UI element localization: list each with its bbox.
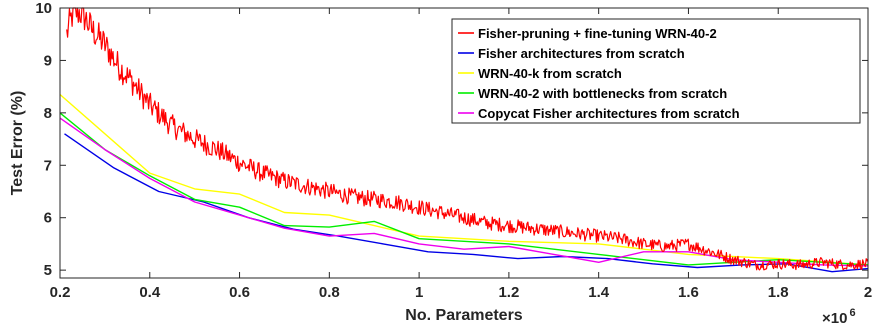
x-tick-label: 0.4 xyxy=(139,284,161,301)
x-axis-multiplier: ×10 6 xyxy=(822,307,856,326)
y-tick-label: 10 xyxy=(35,0,52,17)
legend-label: Copycat Fisher architectures from scratc… xyxy=(478,106,740,121)
x-tick-label: 0.2 xyxy=(50,284,71,301)
x-tick-label: 1.8 xyxy=(768,284,789,301)
y-tick-label: 9 xyxy=(44,52,52,69)
x-axis-multiplier-exponent: 6 xyxy=(849,307,855,319)
x-tick-label: 1.6 xyxy=(678,284,699,301)
x-ticks: 0.2 0.4 0.6 0.8 1 1.2 1.4 1.6 1.8 2 xyxy=(50,8,872,301)
y-ticks: 5 6 7 8 9 10 xyxy=(35,0,868,279)
legend-label: Fisher-pruning + fine-tuning WRN-40-2 xyxy=(478,26,717,41)
y-tick-label: 7 xyxy=(44,157,52,174)
x-tick-label: 2 xyxy=(864,284,872,301)
legend-label: WRN-40-2 with bottlenecks from scratch xyxy=(478,86,727,101)
legend: Fisher-pruning + fine-tuning WRN-40-2 Fis… xyxy=(451,18,861,124)
y-axis-label: Test Error (%) xyxy=(9,91,26,196)
series-line-3 xyxy=(59,93,869,266)
y-tick-label: 8 xyxy=(44,105,52,122)
plot-frame xyxy=(59,7,869,279)
series-line-1 xyxy=(66,7,869,271)
x-tick-label: 1 xyxy=(415,284,423,301)
y-tick-label: 5 xyxy=(44,262,52,279)
x-tick-label: 1.2 xyxy=(498,284,519,301)
x-tick-label: 0.6 xyxy=(229,284,250,301)
x-tick-label: 0.8 xyxy=(319,284,340,301)
legend-box xyxy=(451,18,861,124)
x-axis-multiplier-base: ×10 xyxy=(822,310,847,326)
x-tick-label: 1.4 xyxy=(588,284,610,301)
legend-label: Fisher architectures from scratch xyxy=(478,46,685,61)
axes-layer xyxy=(59,7,869,279)
series-layer xyxy=(59,7,869,273)
x-axis-label: No. Parameters xyxy=(405,307,522,324)
legend-label: WRN-40-k from scratch xyxy=(478,66,622,81)
y-tick-label: 6 xyxy=(44,210,52,227)
